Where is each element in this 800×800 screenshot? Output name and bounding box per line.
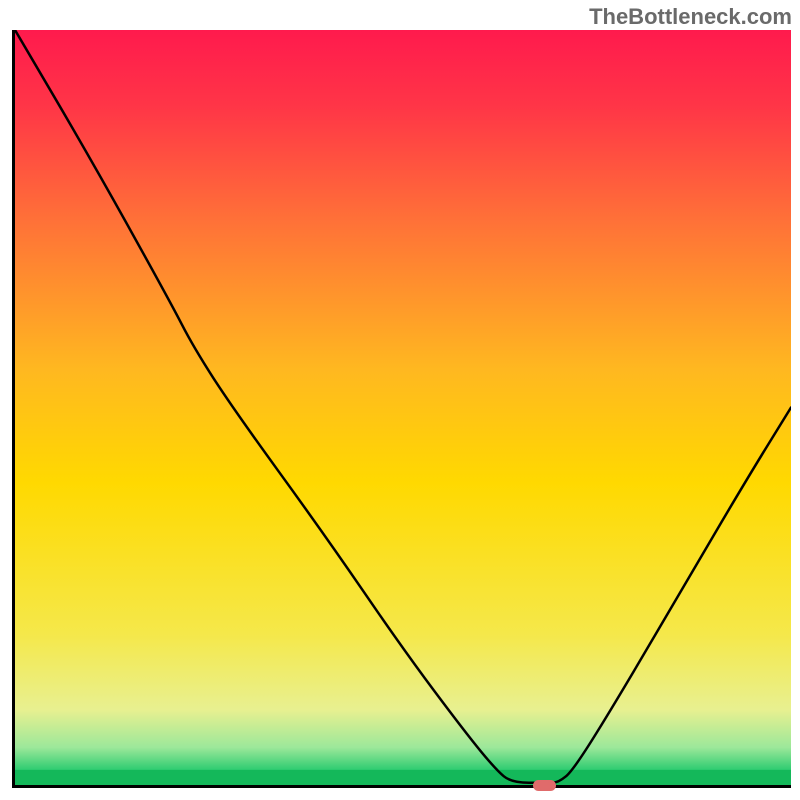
optimal-point-marker [533, 780, 556, 791]
attribution-text: TheBottleneck.com [589, 4, 792, 30]
chart-background [15, 30, 791, 785]
chart-svg [15, 30, 791, 785]
chart-bottom-band [15, 770, 791, 785]
bottleneck-curve-chart [12, 30, 791, 788]
